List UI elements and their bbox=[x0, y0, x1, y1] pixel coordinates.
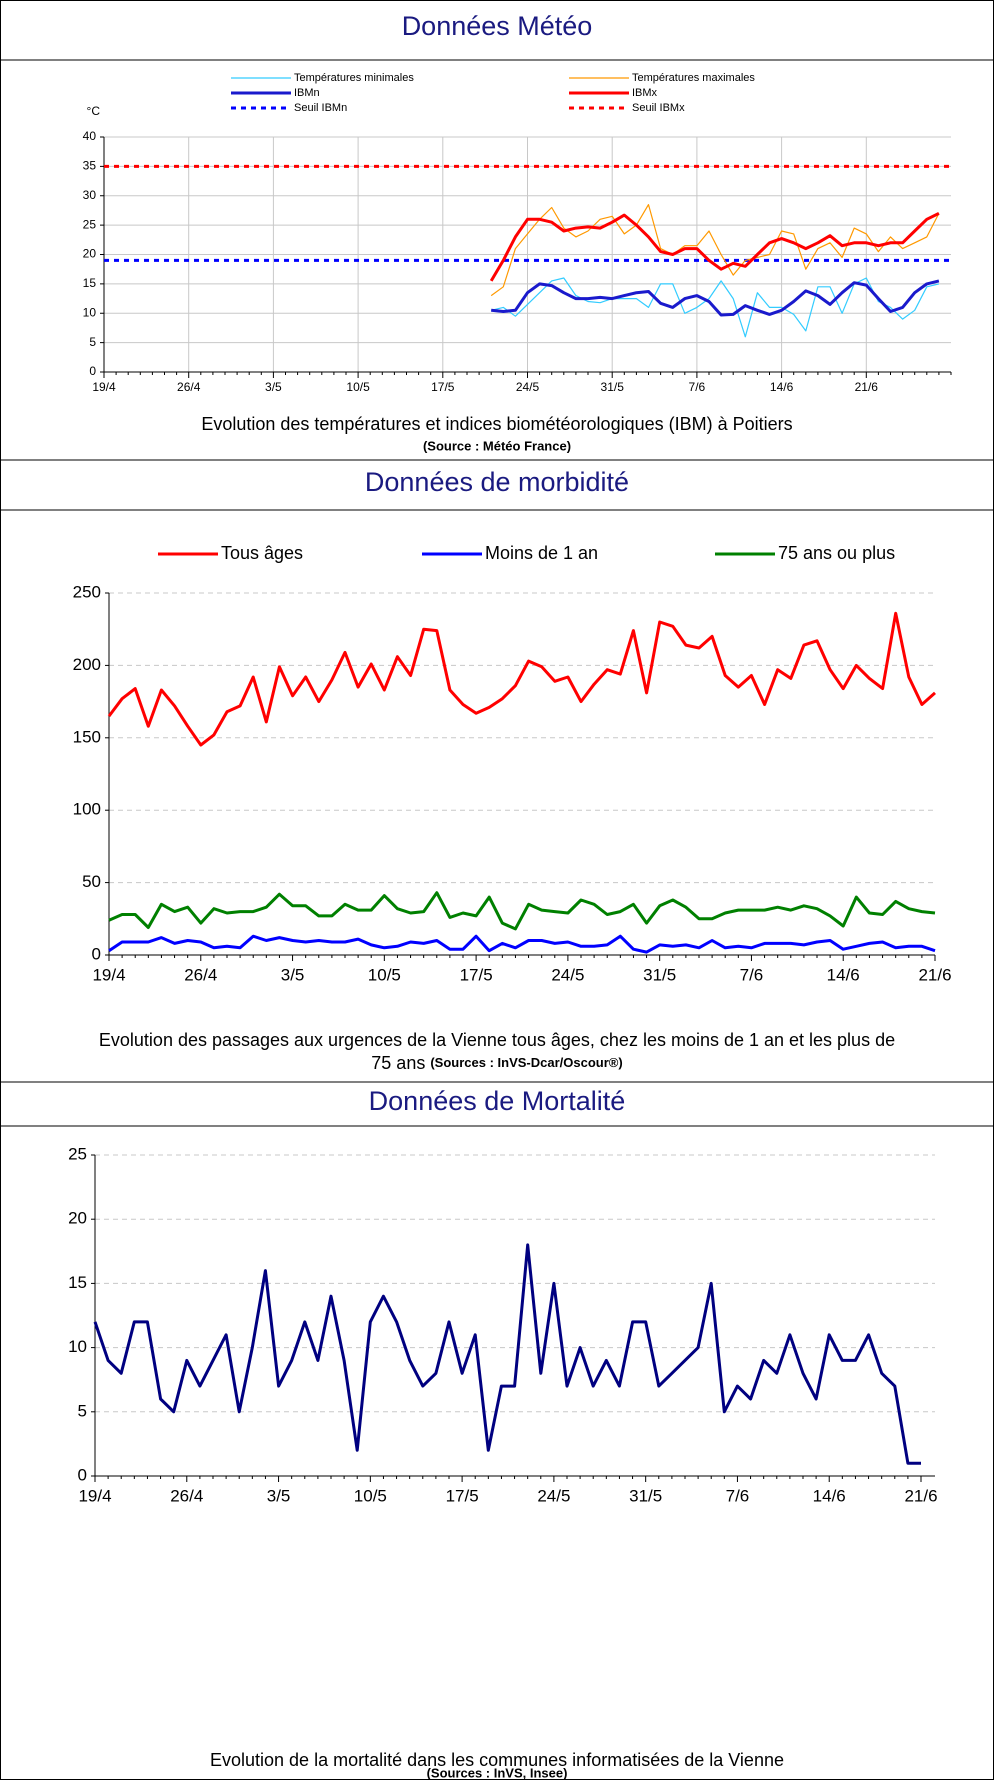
x-tick-label: 10/5 bbox=[354, 1486, 387, 1505]
y-tick-label: 250 bbox=[73, 582, 101, 601]
series-line bbox=[93, 1243, 921, 1465]
x-tick-label: 21/6 bbox=[904, 1486, 937, 1505]
y-tick-label: 35 bbox=[83, 159, 97, 173]
chart-caption: Evolution de la mortalité dans les commu… bbox=[210, 1750, 784, 1770]
y-tick-label: 150 bbox=[73, 727, 101, 746]
caption-text: Evolution des passages aux urgences de l… bbox=[99, 1030, 895, 1050]
chart-caption: Evolution des températures et indices bi… bbox=[201, 414, 792, 434]
y-tick-label: 30 bbox=[83, 188, 97, 202]
y-tick-label: 0 bbox=[89, 364, 96, 378]
x-tick-label: 17/5 bbox=[446, 1486, 479, 1505]
x-tick-label: 7/6 bbox=[726, 1486, 750, 1505]
x-tick-label: 24/5 bbox=[516, 380, 540, 394]
caption-text: Evolution de la mortalité dans les commu… bbox=[210, 1750, 784, 1770]
x-tick-label: 7/6 bbox=[689, 380, 706, 394]
legend-label: Températures maximales bbox=[632, 72, 755, 84]
x-tick-label: 10/5 bbox=[346, 380, 370, 394]
x-tick-label: 21/6 bbox=[855, 380, 879, 394]
x-tick-label: 21/6 bbox=[918, 965, 951, 984]
y-tick-label: 200 bbox=[73, 655, 101, 674]
caption-source: (Source : Météo France) bbox=[423, 438, 571, 453]
y-tick-label: 50 bbox=[82, 872, 101, 891]
caption-text: 75 ans bbox=[371, 1053, 425, 1073]
x-tick-label: 26/4 bbox=[177, 380, 201, 394]
x-tick-label: 7/6 bbox=[740, 965, 764, 984]
x-tick-label: 3/5 bbox=[281, 965, 305, 984]
x-tick-label: 10/5 bbox=[368, 965, 401, 984]
legend-label: Seuil IBMn bbox=[294, 102, 347, 114]
caption-source: (Sources : InVS-Dcar/Oscour®) bbox=[430, 1055, 622, 1070]
y-tick-label: 40 bbox=[83, 129, 97, 143]
y-tick-label: 10 bbox=[83, 305, 97, 319]
x-tick-label: 26/4 bbox=[184, 965, 217, 984]
x-tick-label: 19/4 bbox=[78, 1486, 111, 1505]
caption-text: Evolution des températures et indices bi… bbox=[201, 414, 792, 434]
y-tick-label: 15 bbox=[83, 276, 97, 290]
section-title: Données de Mortalité bbox=[369, 1086, 626, 1116]
x-tick-label: 17/5 bbox=[431, 380, 455, 394]
y-tick-label: 25 bbox=[83, 217, 97, 231]
y-tick-label: 15 bbox=[68, 1273, 87, 1292]
x-tick-label: 14/6 bbox=[827, 965, 860, 984]
series-line bbox=[108, 891, 936, 931]
x-tick-label: 26/4 bbox=[170, 1486, 203, 1505]
x-tick-label: 31/5 bbox=[601, 380, 625, 394]
chart-caption: Evolution des passages aux urgences de l… bbox=[99, 1030, 895, 1050]
x-tick-label: 24/5 bbox=[537, 1486, 570, 1505]
legend-label: Moins de 1 an bbox=[485, 543, 598, 563]
section-title: Données de morbidité bbox=[365, 467, 629, 497]
y-axis-unit: °C bbox=[87, 104, 101, 118]
legend-label: Tous âges bbox=[221, 543, 303, 563]
series-line bbox=[107, 611, 936, 747]
legend-label: Températures minimales bbox=[294, 72, 414, 84]
y-tick-label: 5 bbox=[78, 1401, 87, 1420]
y-tick-label: 0 bbox=[78, 1465, 87, 1484]
x-tick-label: 17/5 bbox=[460, 965, 493, 984]
series-line bbox=[490, 204, 940, 297]
legend-label: 75 ans ou plus bbox=[778, 543, 895, 563]
x-tick-label: 24/5 bbox=[551, 965, 584, 984]
legend-label: IBMn bbox=[294, 87, 320, 99]
y-tick-label: 5 bbox=[89, 335, 96, 349]
series-line bbox=[491, 277, 940, 338]
series-line bbox=[491, 279, 940, 317]
y-tick-label: 100 bbox=[73, 800, 101, 819]
legend-label: Seuil IBMx bbox=[632, 102, 685, 114]
series-line bbox=[108, 934, 936, 954]
x-tick-label: 31/5 bbox=[629, 1486, 662, 1505]
x-tick-label: 19/4 bbox=[92, 965, 125, 984]
series-line bbox=[489, 212, 940, 282]
y-tick-label: 10 bbox=[68, 1337, 87, 1356]
x-tick-label: 3/5 bbox=[265, 380, 282, 394]
y-tick-label: 0 bbox=[92, 944, 101, 963]
x-tick-label: 31/5 bbox=[643, 965, 676, 984]
section-title: Données Météo bbox=[402, 11, 593, 41]
legend-label: IBMx bbox=[632, 87, 658, 99]
x-tick-label: 3/5 bbox=[267, 1486, 291, 1505]
y-tick-label: 25 bbox=[68, 1144, 87, 1163]
x-tick-label: 19/4 bbox=[92, 380, 116, 394]
x-tick-label: 14/6 bbox=[770, 380, 794, 394]
y-tick-label: 20 bbox=[83, 247, 97, 261]
y-tick-label: 20 bbox=[68, 1209, 87, 1228]
chart-caption: 75 ans (Sources : InVS-Dcar/Oscour®) bbox=[371, 1053, 622, 1073]
caption-source: (Sources : InVS, Insee) bbox=[427, 1765, 568, 1780]
x-tick-label: 14/6 bbox=[813, 1486, 846, 1505]
